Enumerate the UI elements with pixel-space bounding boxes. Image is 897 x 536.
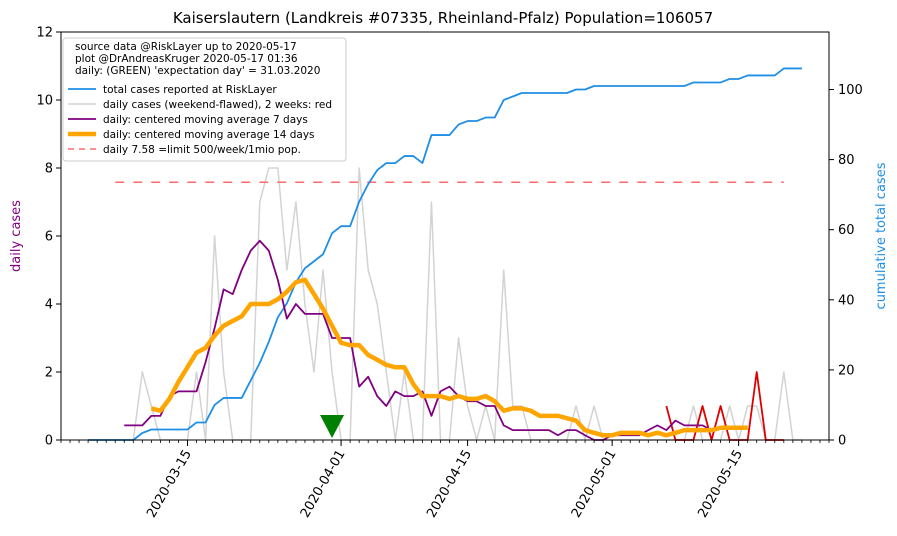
y2-tick-label: 20 bbox=[838, 363, 855, 378]
legend: source data @RiskLayer up to 2020-05-17p… bbox=[62, 37, 347, 162]
y-tick-label: 0 bbox=[45, 434, 53, 449]
y-tick-label: 6 bbox=[45, 230, 53, 245]
legend-box bbox=[62, 37, 347, 162]
y-tick-label: 4 bbox=[45, 298, 53, 313]
y2-tick-label: 0 bbox=[838, 434, 846, 449]
legend-entry-ma7: daily: centered moving average 7 days bbox=[103, 114, 308, 126]
y-tick-label: 2 bbox=[45, 366, 53, 381]
x-tick-label: 2020-04-15 bbox=[424, 448, 475, 521]
y-tick-label: 8 bbox=[45, 162, 53, 177]
legend-header-line: plot @DrAndreasKruger 2020-05-17 01:36 bbox=[75, 53, 298, 65]
legend-entry-limit: daily 7.58 =limit 500/week/1mio pop. bbox=[103, 144, 301, 156]
series-ma14 bbox=[150, 277, 748, 438]
series-layer bbox=[88, 67, 802, 441]
x-tick-label: 2020-04-01 bbox=[298, 448, 349, 521]
y2-tick-label: 40 bbox=[838, 293, 855, 308]
marker-layer bbox=[320, 415, 345, 438]
y2-tick-label: 80 bbox=[838, 153, 855, 168]
x-tick-label: 2020-05-15 bbox=[695, 448, 746, 521]
y-tick-label: 10 bbox=[36, 94, 53, 109]
legend-entry-ma14: daily: centered moving average 14 days bbox=[103, 129, 315, 141]
y-tick-label: 12 bbox=[36, 26, 53, 41]
chart-title: Kaiserslautern (Landkreis #07335, Rheinl… bbox=[173, 9, 713, 27]
series-line-total bbox=[88, 67, 802, 441]
expectation-day-marker bbox=[320, 415, 345, 438]
legend-entry-daily_raw: daily cases (weekend-flawed), 2 weeks: r… bbox=[103, 99, 332, 111]
y2-tick-label: 100 bbox=[838, 83, 863, 98]
legend-header-line: daily: (GREEN) 'expectation day' = 31.03… bbox=[75, 65, 320, 77]
series-total bbox=[88, 67, 802, 441]
x-tick-label: 2020-05-01 bbox=[569, 448, 620, 521]
legend-entry-total: total cases reported at RiskLayer bbox=[103, 84, 277, 96]
x-tick-label: 2020-03-15 bbox=[144, 448, 195, 521]
y-axis-label: daily cases bbox=[9, 200, 24, 272]
legend-header-line: source data @RiskLayer up to 2020-05-17 bbox=[75, 41, 297, 53]
y2-axis-label: cumulative total cases bbox=[874, 162, 889, 309]
y2-tick-label: 60 bbox=[838, 223, 855, 238]
